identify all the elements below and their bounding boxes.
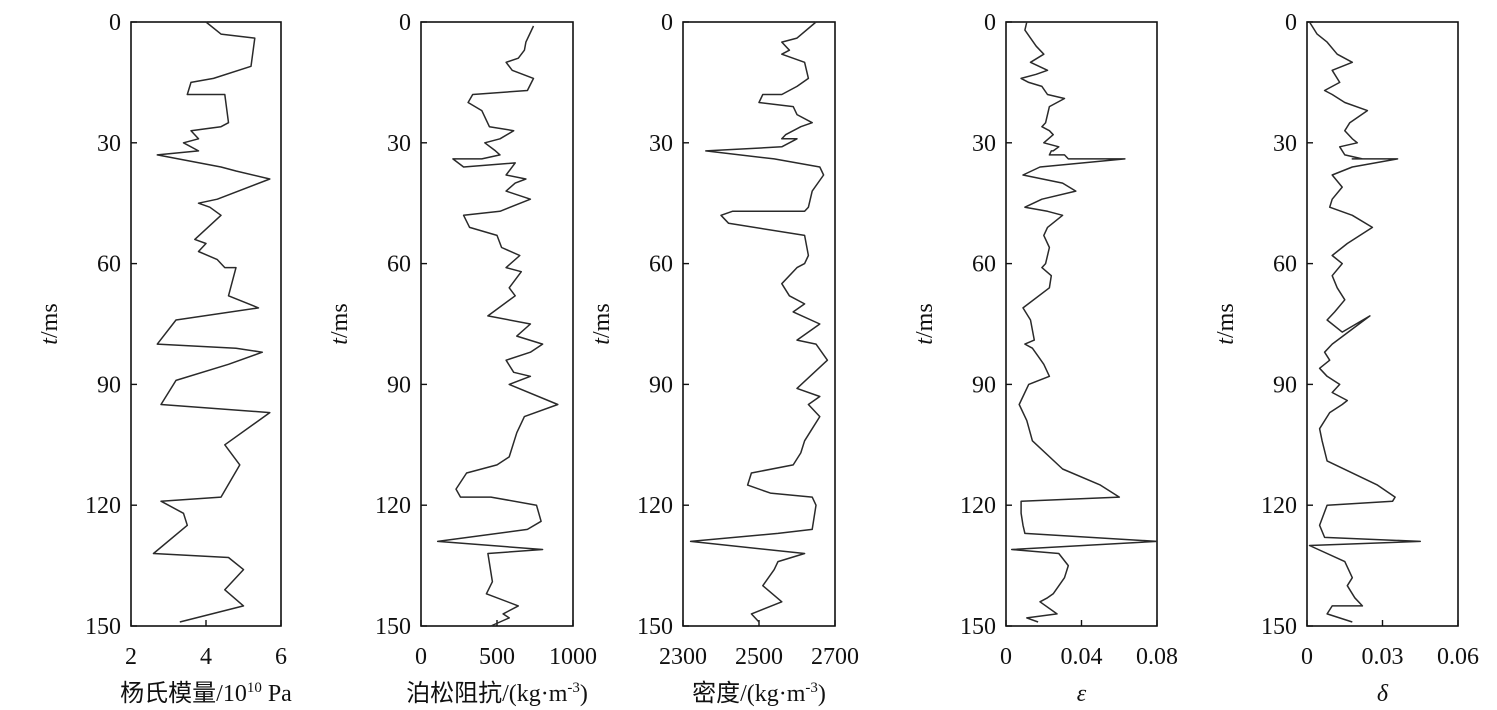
y-tick-label: 150 bbox=[1261, 614, 1297, 640]
x-tick-label: 2700 bbox=[811, 644, 859, 670]
y-tick-label: 0 bbox=[661, 10, 673, 36]
y-axis-label-unit: /ms bbox=[912, 303, 938, 338]
y-axis-label-main: t bbox=[589, 337, 615, 345]
y-tick-label: 150 bbox=[375, 614, 411, 640]
x-axis-label-tail: ) bbox=[818, 681, 826, 707]
y-axis-label: t/ms bbox=[589, 303, 615, 344]
y-tick-label: 0 bbox=[109, 10, 121, 36]
y-tick-label: 60 bbox=[972, 252, 996, 278]
y-tick-label: 150 bbox=[637, 614, 673, 640]
x-axis-label-main: 杨氏模量/10 bbox=[120, 680, 247, 707]
y-axis-label-main: t bbox=[327, 337, 353, 345]
x-axis-label: δ bbox=[1377, 681, 1389, 707]
log-curve bbox=[436, 25, 559, 627]
x-axis-label: 密度/(kg·m-3) bbox=[692, 680, 826, 707]
x-axis-label: 泊松阻抗/(kg·m-3) bbox=[406, 680, 588, 707]
x-axis-label-main: ε bbox=[1077, 681, 1087, 707]
x-axis-label-main: 密度/(kg·m bbox=[692, 680, 806, 707]
plot-frame bbox=[1306, 21, 1459, 627]
x-tick-label: 0 bbox=[415, 644, 427, 670]
x-axis-label-tail: ) bbox=[580, 681, 588, 707]
y-tick-label: 120 bbox=[637, 493, 673, 519]
x-axis-label: ε bbox=[1077, 681, 1087, 707]
x-axis-label: 杨氏模量/1010 Pa bbox=[120, 680, 292, 707]
y-tick-label: 0 bbox=[984, 10, 996, 36]
y-tick-label: 30 bbox=[972, 131, 996, 157]
y-tick-label: 60 bbox=[387, 252, 411, 278]
x-tick-label: 6 bbox=[275, 644, 287, 670]
y-tick-label: 30 bbox=[387, 131, 411, 157]
x-tick-label: 0.06 bbox=[1437, 644, 1479, 670]
y-axis-label-unit: /ms bbox=[1213, 303, 1239, 338]
y-tick-label: 0 bbox=[1285, 10, 1297, 36]
y-tick-label: 90 bbox=[649, 372, 673, 398]
log-curve bbox=[1308, 21, 1422, 623]
x-tick-label: 0.04 bbox=[1061, 644, 1103, 670]
y-axis-label: t/ms bbox=[37, 303, 63, 344]
plot-frame bbox=[420, 21, 574, 627]
y-tick-label: 120 bbox=[1261, 493, 1297, 519]
y-tick-label: 30 bbox=[1273, 131, 1297, 157]
y-axis-label-main: t bbox=[1213, 337, 1239, 345]
y-tick-label: 30 bbox=[649, 131, 673, 157]
x-axis-label-main: δ bbox=[1377, 681, 1389, 707]
x-tick-label: 2500 bbox=[735, 644, 783, 670]
x-tick-label: 1000 bbox=[549, 644, 597, 670]
x-tick-label: 0.08 bbox=[1136, 644, 1178, 670]
y-axis-label-main: t bbox=[912, 337, 938, 345]
y-tick-label: 90 bbox=[1273, 372, 1297, 398]
y-axis-label-unit: /ms bbox=[37, 303, 63, 338]
log-curve bbox=[152, 21, 271, 623]
y-tick-label: 150 bbox=[85, 614, 121, 640]
x-axis-label-superscript: 10 bbox=[247, 680, 262, 696]
y-axis-label: t/ms bbox=[912, 303, 938, 344]
x-tick-label: 500 bbox=[479, 644, 515, 670]
x-tick-label: 0 bbox=[1000, 644, 1012, 670]
y-tick-label: 30 bbox=[97, 131, 121, 157]
y-axis-label: t/ms bbox=[327, 303, 353, 344]
y-tick-label: 60 bbox=[1273, 252, 1297, 278]
y-axis-label-main: t bbox=[37, 337, 63, 345]
y-tick-label: 120 bbox=[960, 493, 996, 519]
x-axis-label-main: 泊松阻抗/(kg·m bbox=[406, 680, 568, 707]
log-curve bbox=[689, 21, 829, 623]
y-tick-label: 60 bbox=[97, 252, 121, 278]
y-axis-label-unit: /ms bbox=[327, 303, 353, 338]
x-tick-label: 0.03 bbox=[1362, 644, 1404, 670]
y-axis-label-unit: /ms bbox=[589, 303, 615, 338]
plot-frame bbox=[1005, 21, 1158, 627]
y-tick-label: 0 bbox=[399, 10, 411, 36]
plot-frame bbox=[130, 21, 282, 627]
x-axis-label-superscript: -3 bbox=[567, 680, 580, 696]
log-curve bbox=[1010, 21, 1158, 623]
x-axis-label-superscript: -3 bbox=[805, 680, 818, 696]
y-tick-label: 120 bbox=[85, 493, 121, 519]
x-axis-label-tail: Pa bbox=[262, 681, 292, 707]
x-tick-label: 0 bbox=[1301, 644, 1313, 670]
y-tick-label: 90 bbox=[387, 372, 411, 398]
y-axis-label: t/ms bbox=[1213, 303, 1239, 344]
y-tick-label: 120 bbox=[375, 493, 411, 519]
x-tick-label: 4 bbox=[200, 644, 212, 670]
y-tick-label: 90 bbox=[972, 372, 996, 398]
x-tick-label: 2300 bbox=[659, 644, 707, 670]
y-tick-label: 60 bbox=[649, 252, 673, 278]
y-tick-label: 150 bbox=[960, 614, 996, 640]
x-tick-label: 2 bbox=[125, 644, 137, 670]
y-tick-label: 90 bbox=[97, 372, 121, 398]
